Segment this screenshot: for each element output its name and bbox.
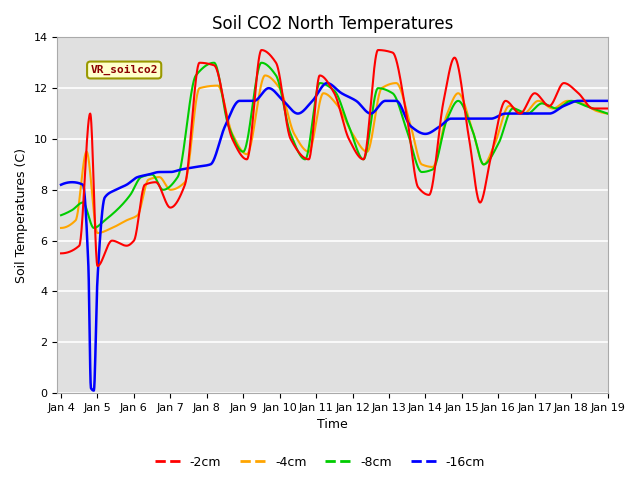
Title: Soil CO2 North Temperatures: Soil CO2 North Temperatures bbox=[212, 15, 453, 33]
Legend: -2cm, -4cm, -8cm, -16cm: -2cm, -4cm, -8cm, -16cm bbox=[150, 451, 490, 474]
Y-axis label: Soil Temperatures (C): Soil Temperatures (C) bbox=[15, 148, 28, 283]
Text: VR_soilco2: VR_soilco2 bbox=[90, 65, 158, 75]
X-axis label: Time: Time bbox=[317, 419, 348, 432]
